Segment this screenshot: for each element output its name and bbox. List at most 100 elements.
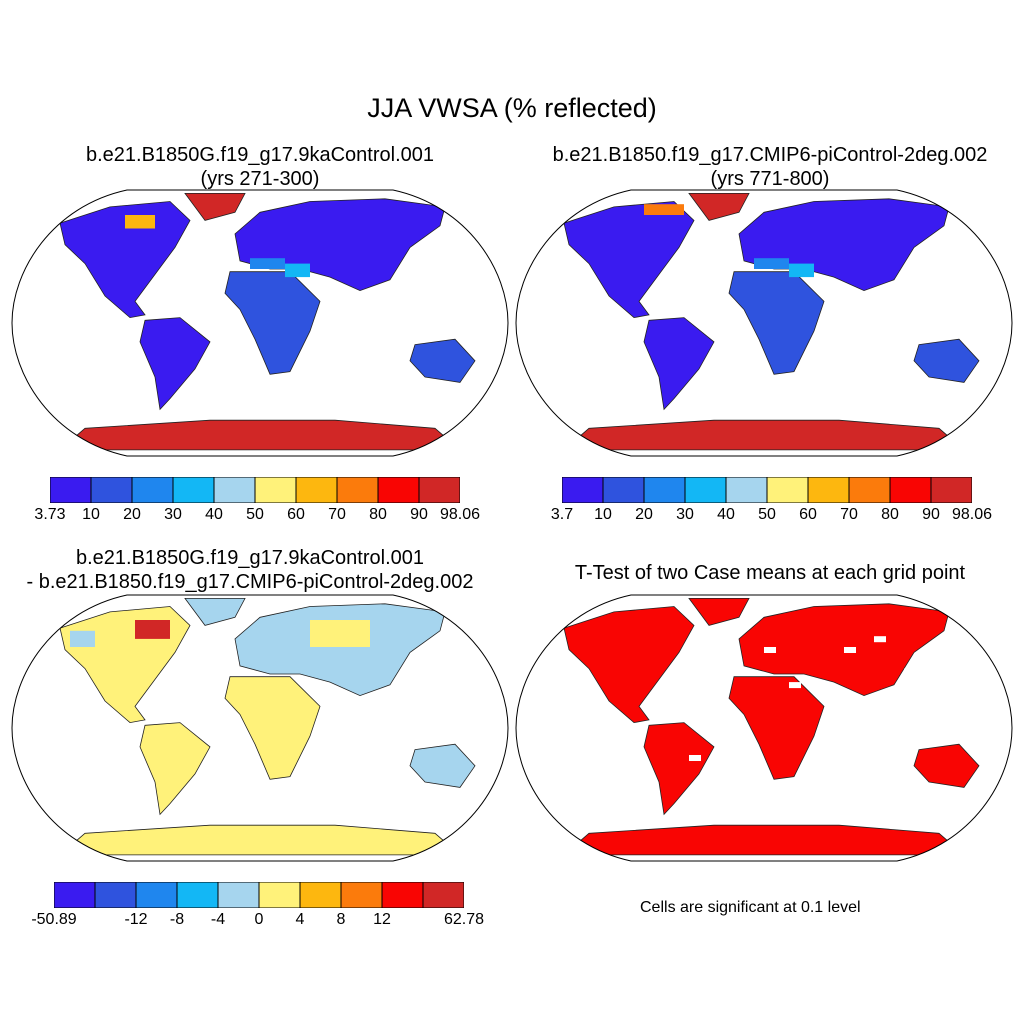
land-africa — [224, 676, 321, 780]
map-panel-4 — [515, 594, 1013, 862]
panel3-title-line1: b.e21.B1850G.f19_g17.9kaControl.001 — [75, 547, 425, 569]
colorbar-tick-label: 98.06 — [439, 506, 481, 523]
colorbar-swatch — [377, 477, 420, 503]
colorbar-tick-label: 10 — [82, 506, 100, 523]
colorbar-panel-3 — [54, 882, 464, 908]
land-sa — [643, 317, 715, 411]
land-accent — [125, 215, 155, 229]
colorbar-tick-label: 3.73 — [34, 506, 66, 523]
colorbar-tick-label: 30 — [164, 506, 182, 523]
colorbar-swatch — [299, 882, 342, 908]
land-accent — [310, 620, 370, 647]
colorbar-tick-label: 20 — [635, 506, 653, 523]
land-eurasia — [234, 603, 446, 697]
colorbar-tick-label: 3.7 — [550, 506, 574, 523]
nonsignificant-cell — [814, 684, 826, 691]
colorbar-tick-label: -4 — [210, 911, 226, 928]
land-australia — [913, 743, 980, 788]
colorbar-tick-label: 70 — [328, 506, 346, 523]
panel2-title-line2: (yrs 771-800) — [710, 168, 830, 190]
nonsignificant-cell — [874, 636, 886, 643]
colorbar-swatch — [94, 882, 137, 908]
colorbar-swatch — [213, 477, 256, 503]
nonsignificant-cell — [844, 647, 856, 653]
colorbar-panel-2 — [562, 477, 972, 503]
land-accent — [285, 263, 310, 278]
map-panel-3 — [11, 594, 509, 862]
nonsignificant-cell — [764, 647, 776, 653]
land-africa — [728, 676, 825, 780]
colorbar-swatch — [889, 477, 932, 503]
land-australia — [409, 338, 476, 383]
globe-outline — [11, 594, 509, 862]
land-australia — [409, 743, 476, 788]
significance-note: Cells are significant at 0.1 level — [640, 899, 861, 916]
colorbar-swatch — [54, 882, 96, 908]
land-accent — [644, 204, 684, 215]
colorbar-swatch — [295, 477, 338, 503]
colorbar-tick-label: 80 — [881, 506, 899, 523]
colorbar-tick-label: 4 — [295, 911, 305, 928]
colorbar-tick-label: -12 — [124, 911, 148, 928]
globe-outline — [515, 594, 1013, 862]
colorbar-tick-label: -50.89 — [31, 911, 77, 928]
globe-outline — [11, 189, 509, 457]
land-accent — [70, 630, 95, 647]
colorbar-tick-label: 40 — [205, 506, 223, 523]
colorbar-tick-label: -8 — [169, 911, 185, 928]
colorbar-swatch — [217, 882, 260, 908]
colorbar-swatch — [684, 477, 727, 503]
nonsignificant-cell — [714, 625, 726, 632]
colorbar-tick-label: 10 — [594, 506, 612, 523]
land-na — [563, 606, 695, 724]
colorbar-swatch — [50, 477, 92, 503]
panel1-title-line1: b.e21.B1850G.f19_g17.9kaControl.001 — [85, 144, 435, 166]
colorbar-tick-label: 62.78 — [443, 911, 485, 928]
globe-outline — [515, 189, 1013, 457]
colorbar-swatch — [176, 882, 219, 908]
map-panel-1 — [11, 189, 509, 457]
colorbar-swatch — [418, 477, 460, 503]
colorbar-tick-label: 40 — [717, 506, 735, 523]
panel3-title-line2: - b.e21.B1850.f19_g17.CMIP6-piControl-2d… — [26, 571, 474, 593]
land-sa — [139, 722, 211, 816]
land-greenland — [688, 193, 750, 221]
land-sa — [643, 722, 715, 816]
land-greenland — [184, 193, 246, 221]
colorbar-swatch — [602, 477, 645, 503]
colorbar-tick-label: 30 — [676, 506, 694, 523]
colorbar-swatch — [172, 477, 215, 503]
land-greenland — [184, 598, 246, 626]
colorbar-swatch — [258, 882, 301, 908]
nonsignificant-cell — [789, 682, 801, 689]
land-africa — [224, 271, 321, 375]
land-accent — [789, 263, 814, 278]
colorbar-swatch — [254, 477, 297, 503]
land-accent — [250, 258, 285, 269]
panel2-title-line1: b.e21.B1850.f19_g17.CMIP6-piControl-2deg… — [552, 144, 988, 166]
land-na — [59, 201, 191, 319]
colorbar-swatch — [725, 477, 768, 503]
colorbar-swatch — [90, 477, 133, 503]
land-antarctica — [58, 419, 462, 451]
land-na — [563, 201, 695, 319]
colorbar-tick-label: 90 — [922, 506, 940, 523]
land-africa — [728, 271, 825, 375]
colorbar-swatch — [807, 477, 850, 503]
panel4-title: T-Test of two Case means at each grid po… — [574, 562, 966, 584]
land-na — [59, 606, 191, 724]
panel2-title: b.e21.B1850.f19_g17.CMIP6-piControl-2deg… — [510, 143, 1024, 191]
colorbar-tick-label: 90 — [410, 506, 428, 523]
colorbar-swatch — [562, 477, 604, 503]
colorbar-tick-label: 20 — [123, 506, 141, 523]
colorbar-swatch — [340, 882, 383, 908]
land-australia — [913, 338, 980, 383]
colorbar-swatch — [848, 477, 891, 503]
land-sa — [139, 317, 211, 411]
colorbar-swatch — [135, 882, 178, 908]
colorbar-tick-label: 8 — [336, 911, 346, 928]
colorbar-tick-label: 60 — [287, 506, 305, 523]
colorbar-tick-label: 12 — [373, 911, 391, 928]
colorbar-swatch — [381, 882, 424, 908]
land-accent — [135, 620, 170, 639]
